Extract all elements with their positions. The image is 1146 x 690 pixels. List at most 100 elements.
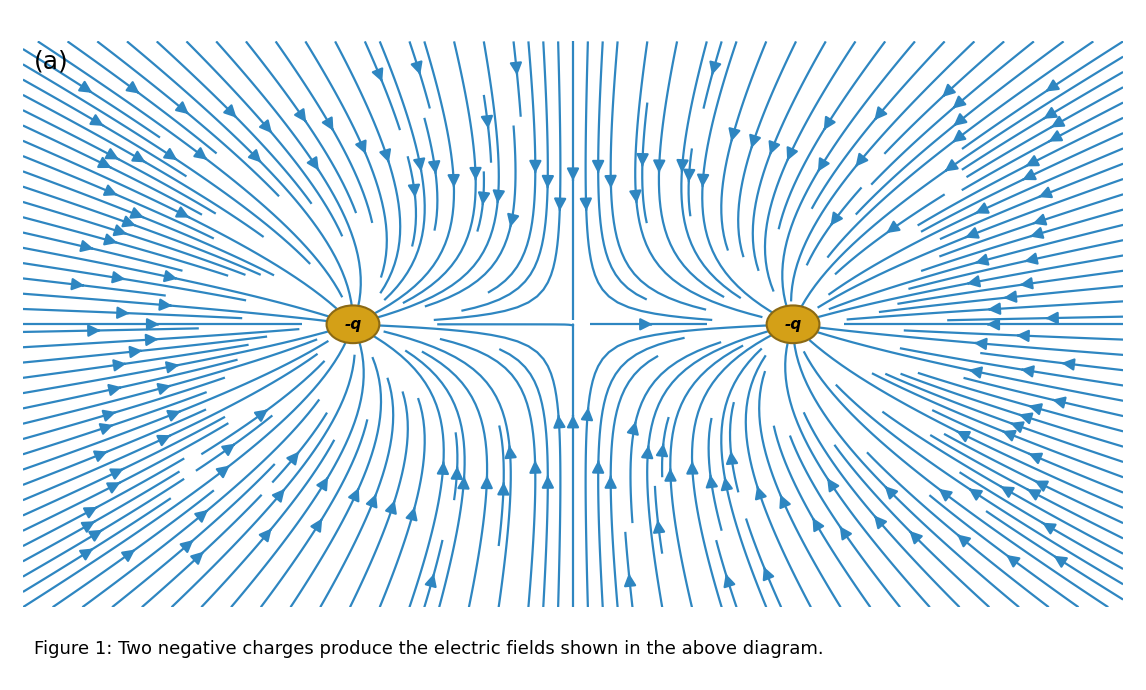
FancyArrowPatch shape (81, 521, 95, 532)
FancyArrowPatch shape (605, 176, 615, 188)
FancyArrowPatch shape (191, 553, 203, 564)
FancyArrowPatch shape (1022, 366, 1034, 376)
FancyArrowPatch shape (113, 360, 125, 371)
Text: -q: -q (344, 317, 362, 332)
FancyArrowPatch shape (594, 461, 603, 473)
FancyArrowPatch shape (1039, 188, 1052, 197)
FancyArrowPatch shape (630, 190, 641, 202)
FancyArrowPatch shape (531, 161, 541, 172)
Text: Figure 1: Two negative charges produce the electric fields shown in the above di: Figure 1: Two negative charges produce t… (34, 640, 824, 658)
FancyArrowPatch shape (988, 319, 999, 329)
FancyArrowPatch shape (751, 135, 760, 148)
FancyArrowPatch shape (642, 446, 652, 458)
FancyArrowPatch shape (684, 170, 694, 181)
FancyArrowPatch shape (133, 152, 146, 162)
FancyArrowPatch shape (91, 115, 104, 126)
FancyArrowPatch shape (104, 186, 117, 195)
FancyArrowPatch shape (605, 476, 615, 488)
FancyArrowPatch shape (698, 175, 708, 186)
FancyArrowPatch shape (1026, 254, 1037, 264)
FancyArrowPatch shape (707, 475, 716, 487)
FancyArrowPatch shape (89, 530, 103, 540)
FancyArrowPatch shape (317, 478, 328, 490)
FancyArrowPatch shape (1030, 228, 1043, 238)
FancyArrowPatch shape (666, 469, 675, 481)
FancyArrowPatch shape (764, 568, 774, 580)
FancyArrowPatch shape (1022, 170, 1036, 180)
FancyArrowPatch shape (356, 141, 366, 153)
FancyArrowPatch shape (555, 416, 564, 428)
FancyArrowPatch shape (1055, 557, 1067, 566)
FancyArrowPatch shape (1020, 413, 1033, 423)
FancyArrowPatch shape (818, 159, 829, 170)
FancyArrowPatch shape (1026, 156, 1038, 166)
FancyArrowPatch shape (323, 117, 332, 130)
FancyArrowPatch shape (372, 68, 382, 81)
FancyArrowPatch shape (968, 277, 980, 286)
FancyArrowPatch shape (955, 115, 966, 125)
FancyArrowPatch shape (1049, 131, 1062, 141)
FancyArrowPatch shape (380, 149, 390, 161)
FancyArrowPatch shape (876, 108, 886, 119)
FancyArrowPatch shape (1021, 278, 1033, 288)
FancyArrowPatch shape (888, 221, 900, 232)
FancyArrowPatch shape (499, 483, 509, 495)
FancyArrowPatch shape (637, 154, 647, 166)
Text: (a): (a) (34, 49, 69, 73)
FancyArrowPatch shape (975, 339, 987, 349)
FancyArrowPatch shape (256, 411, 267, 421)
FancyArrowPatch shape (1051, 117, 1065, 128)
Text: -q: -q (784, 317, 802, 332)
FancyArrowPatch shape (103, 411, 116, 420)
FancyArrowPatch shape (654, 521, 664, 533)
FancyArrowPatch shape (730, 128, 739, 141)
FancyArrowPatch shape (164, 271, 176, 281)
FancyArrowPatch shape (958, 535, 970, 546)
FancyArrowPatch shape (88, 326, 100, 335)
FancyArrowPatch shape (831, 213, 842, 225)
FancyArrowPatch shape (856, 154, 868, 166)
FancyArrowPatch shape (654, 161, 665, 172)
FancyArrowPatch shape (312, 520, 322, 531)
FancyArrowPatch shape (824, 117, 834, 129)
FancyArrowPatch shape (756, 487, 766, 500)
FancyArrowPatch shape (1043, 108, 1057, 119)
FancyArrowPatch shape (438, 462, 448, 474)
FancyArrowPatch shape (989, 304, 1000, 314)
FancyArrowPatch shape (1027, 489, 1041, 500)
FancyArrowPatch shape (976, 255, 988, 264)
FancyArrowPatch shape (176, 208, 189, 217)
FancyArrowPatch shape (494, 190, 504, 202)
FancyArrowPatch shape (260, 121, 272, 132)
FancyArrowPatch shape (1018, 331, 1029, 341)
FancyArrowPatch shape (112, 273, 124, 282)
FancyArrowPatch shape (84, 507, 97, 518)
FancyArrowPatch shape (249, 150, 260, 161)
FancyArrowPatch shape (109, 385, 120, 395)
FancyArrowPatch shape (970, 368, 982, 377)
FancyArrowPatch shape (386, 501, 395, 513)
FancyArrowPatch shape (409, 185, 419, 197)
FancyArrowPatch shape (940, 490, 951, 500)
FancyArrowPatch shape (80, 549, 92, 560)
FancyArrowPatch shape (505, 446, 516, 458)
FancyArrowPatch shape (448, 175, 458, 187)
FancyArrowPatch shape (1029, 404, 1042, 414)
FancyArrowPatch shape (787, 148, 796, 160)
FancyArrowPatch shape (727, 452, 737, 464)
FancyArrowPatch shape (159, 299, 171, 310)
FancyArrowPatch shape (947, 160, 958, 170)
FancyArrowPatch shape (94, 451, 107, 461)
FancyArrowPatch shape (181, 541, 193, 552)
FancyArrowPatch shape (1000, 486, 1013, 497)
FancyArrowPatch shape (131, 208, 143, 217)
FancyArrowPatch shape (426, 575, 435, 587)
FancyArrowPatch shape (147, 319, 158, 329)
FancyArrowPatch shape (458, 477, 469, 489)
FancyArrowPatch shape (1007, 556, 1019, 566)
FancyArrowPatch shape (176, 102, 188, 113)
FancyArrowPatch shape (108, 482, 120, 493)
FancyArrowPatch shape (910, 532, 921, 543)
FancyArrowPatch shape (260, 529, 270, 541)
FancyArrowPatch shape (273, 490, 284, 502)
